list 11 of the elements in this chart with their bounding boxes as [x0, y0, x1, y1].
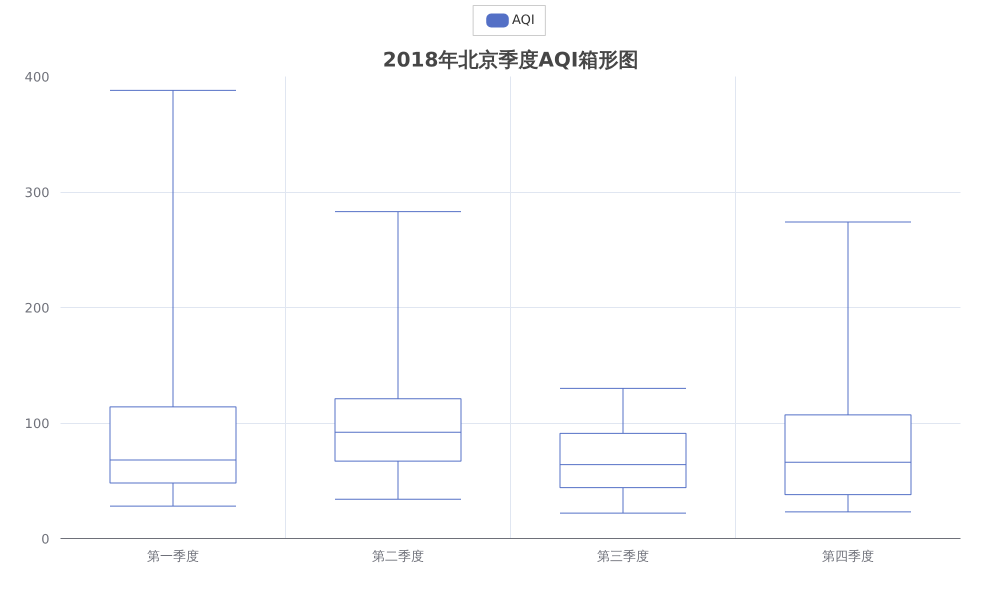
- x-tick-label: 第三季度: [597, 548, 649, 564]
- legend-label: AQI: [512, 13, 535, 28]
- y-tick-label: 300: [24, 186, 50, 201]
- chart-title: 2018年北京季度AQI箱形图: [382, 48, 638, 72]
- y-tick-label: 200: [24, 302, 50, 316]
- x-tick-label: 第二季度: [372, 548, 424, 564]
- y-tick-label: 100: [24, 417, 50, 432]
- y-tick-label: 400: [24, 70, 50, 86]
- x-tick-label: 第四季度: [822, 548, 874, 564]
- x-tick-label: 第一季度: [147, 548, 199, 564]
- y-tick-label: 0: [41, 532, 50, 548]
